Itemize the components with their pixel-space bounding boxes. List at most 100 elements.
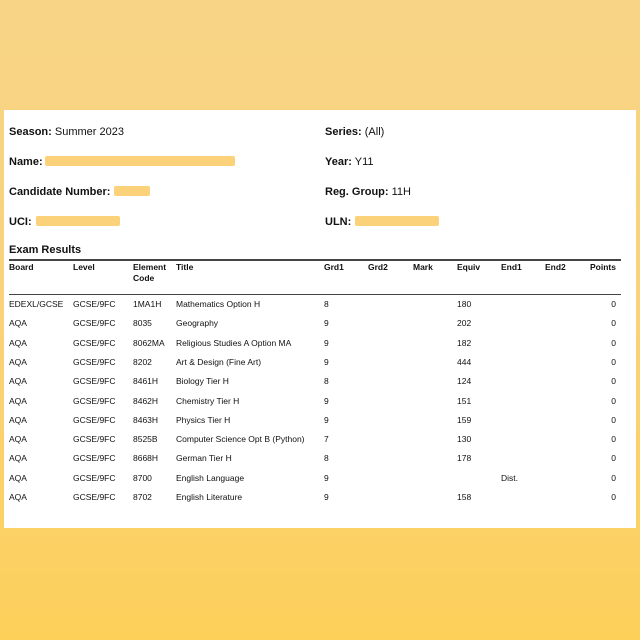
- cell-code: 8202: [133, 356, 152, 367]
- cell-title: Geography: [176, 318, 219, 329]
- cell-board: AQA: [9, 356, 27, 367]
- cell-equiv: 444: [457, 356, 472, 367]
- cell-title: Chemistry Tier H: [176, 395, 240, 406]
- cell-points: 0: [611, 356, 616, 367]
- cell-title: Mathematics Option H: [176, 299, 261, 309]
- cell-equiv: 124: [457, 376, 472, 387]
- cell-code: 8525B: [133, 434, 158, 445]
- cell-points: 0: [611, 376, 616, 387]
- cell-points: 0: [611, 414, 616, 425]
- cell-level: GCSE/9FC: [73, 434, 116, 445]
- cell-title: Computer Science Opt B (Python): [176, 434, 305, 445]
- cell-grd1: 8: [324, 299, 329, 309]
- header-bottom-rule: [9, 294, 621, 295]
- cell-level: GCSE/9FC: [73, 318, 116, 329]
- cell-board: AQA: [9, 318, 27, 329]
- cell-grd1: 9: [324, 356, 329, 367]
- uln-field: ULN:: [325, 216, 352, 228]
- cell-equiv: 182: [457, 337, 472, 348]
- table-row: AQA GCSE/9FC 8062MA Religious Studies A Opt…: [4, 338, 636, 352]
- season-field: Season: Summer 2023: [9, 126, 124, 138]
- cell-level: GCSE/9FC: [73, 337, 116, 348]
- cell-grd1: 9: [324, 395, 329, 406]
- section-title: Exam Results: [9, 244, 82, 256]
- table-row: AQA GCSE/9FC 8461H Biology Tier H 8 124 0: [4, 376, 636, 390]
- cell-code: 1MA1H: [133, 299, 162, 309]
- table-row: AQA GCSE/9FC 8668H German Tier H 8 178 0: [4, 453, 636, 467]
- results-document: Season: Summer 2023 Series: (All) Name: …: [4, 110, 636, 528]
- column-header: Element Code: [133, 262, 167, 283]
- candidate-redaction: [114, 186, 150, 196]
- cell-title: Religious Studies A Option MA: [176, 337, 292, 348]
- cell-code: 8702: [133, 492, 152, 502]
- table-row: AQA GCSE/9FC 8035 Geography 9 202 0: [4, 318, 636, 332]
- cell-title: Physics Tier H: [176, 414, 231, 425]
- column-header: Equiv: [457, 262, 481, 272]
- reg-group-field: Reg. Group: 11H: [325, 186, 411, 198]
- cell-grd1: 9: [324, 472, 329, 483]
- cell-equiv: 180: [457, 299, 472, 309]
- cell-grd1: 9: [324, 414, 329, 425]
- cell-points: 0: [611, 434, 616, 445]
- column-header: Grd1: [324, 262, 344, 272]
- cell-code: 8461H: [133, 376, 159, 387]
- cell-equiv: 178: [457, 453, 472, 464]
- column-header: Level: [73, 262, 95, 272]
- header-rule: [9, 259, 621, 261]
- cell-points: 0: [611, 472, 616, 483]
- cell-title: English Literature: [176, 492, 243, 502]
- column-header: Mark: [413, 262, 433, 272]
- table-row: AQA GCSE/9FC 8702 English Literature 9 158 0: [4, 492, 636, 506]
- column-header: End1: [501, 262, 522, 272]
- cell-title: German Tier H: [176, 453, 232, 464]
- cell-board: AQA: [9, 472, 27, 483]
- cell-equiv: 159: [457, 414, 472, 425]
- cell-equiv: 202: [457, 318, 472, 329]
- cell-points: 0: [611, 492, 616, 502]
- cell-points: 0: [611, 453, 616, 464]
- table-row: AQA GCSE/9FC 8462H Chemistry Tier H 9 151 0: [4, 396, 636, 410]
- cell-title: English Language: [176, 472, 245, 483]
- cell-code: 8700: [133, 472, 152, 483]
- cell-board: AQA: [9, 337, 27, 348]
- cell-points: 0: [611, 299, 616, 309]
- cell-board: AQA: [9, 453, 27, 464]
- cell-level: GCSE/9FC: [73, 472, 116, 483]
- cell-grd1: 8: [324, 376, 329, 387]
- cell-board: AQA: [9, 434, 27, 445]
- uln-redaction: [355, 216, 439, 226]
- uci-redaction: [36, 216, 120, 226]
- cell-board: AQA: [9, 414, 27, 425]
- series-field: Series: (All): [325, 126, 385, 138]
- column-header: End2: [545, 262, 566, 272]
- cell-equiv: 151: [457, 395, 472, 406]
- cell-grd1: 9: [324, 318, 329, 329]
- table-row: AQA GCSE/9FC 8202 Art & Design (Fine Art) 9 4…: [4, 357, 636, 371]
- year-field: Year: Y11: [325, 156, 374, 168]
- cell-board: EDEXL/GCSE: [9, 299, 64, 309]
- cell-grd1: 9: [324, 337, 329, 348]
- cell-title: Biology Tier H: [176, 376, 229, 387]
- cell-board: AQA: [9, 376, 27, 387]
- cell-code: 8463H: [133, 414, 159, 425]
- cell-equiv: 130: [457, 434, 472, 445]
- cell-grd1: 9: [324, 492, 329, 502]
- column-header: Title: [176, 262, 194, 272]
- table-row: AQA GCSE/9FC 8525B Computer Science Opt B (…: [4, 434, 636, 448]
- cell-equiv: 158: [457, 492, 472, 502]
- cell-points: 0: [611, 337, 616, 348]
- cell-code: 8668H: [133, 453, 159, 464]
- cell-code: 8062MA: [133, 337, 165, 348]
- cell-board: AQA: [9, 395, 27, 406]
- candidate-number-field: Candidate Number:: [9, 186, 111, 198]
- cell-level: GCSE/9FC: [73, 453, 116, 464]
- cell-level: GCSE/9FC: [73, 376, 116, 387]
- name-field: Name:: [9, 156, 43, 168]
- cell-points: 0: [611, 318, 616, 329]
- cell-level: GCSE/9FC: [73, 395, 116, 406]
- cell-level: GCSE/9FC: [73, 414, 116, 425]
- cell-end1: Dist.: [501, 472, 518, 483]
- cell-title: Art & Design (Fine Art): [176, 356, 262, 367]
- column-header: Board: [9, 262, 34, 272]
- cell-grd1: 8: [324, 453, 329, 464]
